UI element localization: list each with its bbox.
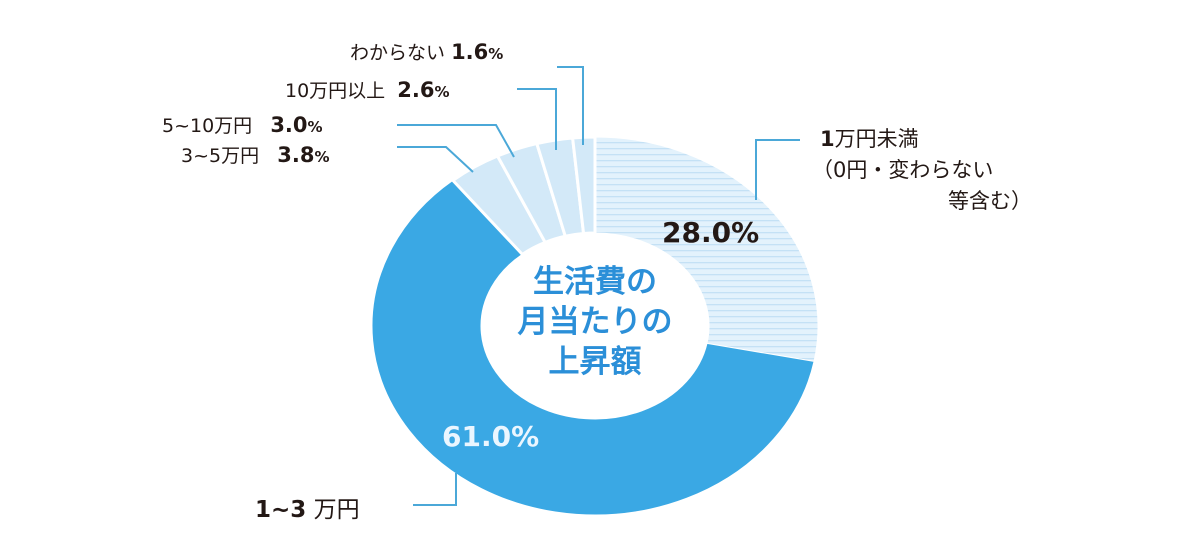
label-5-10man: 5~10万円 3.0% bbox=[162, 113, 323, 137]
slice-1 bbox=[594, 136, 819, 362]
leader-lines bbox=[397, 66, 800, 506]
pct-1-3man: 61.0% bbox=[442, 420, 540, 453]
pct-under-1man: 28.0% bbox=[662, 216, 760, 249]
donut-slices bbox=[371, 135, 819, 516]
slice-2 bbox=[371, 179, 815, 516]
center-title: 生活費の 月当たりの 上昇額 bbox=[517, 264, 673, 380]
slice-6 bbox=[570, 135, 597, 236]
label-over-10man: 10万円以上 2.6% bbox=[285, 78, 450, 102]
label-1-3man: 1~3 万円 bbox=[255, 497, 360, 523]
label-3-5man: 3~5万円 3.8% bbox=[181, 143, 330, 167]
label-under-1man: 1万円未満 （0円・変わらない 等含む） bbox=[812, 127, 1032, 213]
label-unknown: わからない 1.6% bbox=[350, 40, 504, 64]
